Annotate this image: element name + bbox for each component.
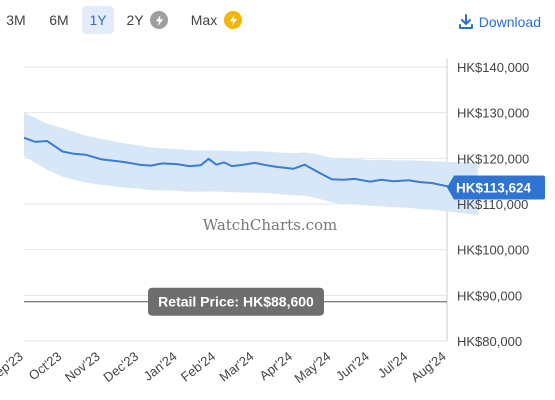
x-tick-label: Apr'24	[257, 349, 296, 384]
x-tick-label: Nov'23	[62, 349, 103, 385]
current-price-label: HK$113,624	[456, 180, 532, 195]
retail-price-label: Retail Price: HK$88,600	[158, 294, 314, 310]
download-button[interactable]: Download	[458, 11, 541, 33]
range-max-button[interactable]: Max	[190, 12, 218, 28]
range-3m-button[interactable]: 3M	[6, 12, 26, 28]
x-tick-label: Jun'24	[333, 349, 372, 384]
y-tick-label: HK$80,000	[457, 334, 522, 349]
x-tick-label: Sep'23	[0, 349, 26, 385]
x-tick-label: Mar'24	[216, 349, 256, 385]
range-toolbar: 3M 6M 1Y 2Y Max Download	[0, 4, 555, 34]
range-6m-button[interactable]: 6M	[49, 12, 69, 28]
download-label: Download	[478, 14, 541, 30]
lightning-icon	[224, 11, 242, 29]
current-price-tag	[447, 175, 545, 200]
x-tick-label: Feb'24	[178, 349, 218, 385]
watermark: WatchCharts.com	[203, 216, 338, 234]
y-tick-label: HK$100,000	[457, 243, 529, 258]
y-tick-label: HK$110,000	[457, 197, 528, 212]
y-tick-label: HK$120,000	[457, 151, 529, 166]
x-tick-label: Dec'23	[100, 349, 141, 385]
lightning-icon	[150, 11, 168, 29]
y-tick-label: HK$130,000	[457, 106, 529, 121]
x-tick-label: Oct'23	[26, 349, 65, 384]
retail-price-tag	[148, 287, 324, 316]
x-tick-label: May'24	[292, 349, 334, 386]
x-tick-label: Aug'24	[408, 349, 449, 385]
range-2y-button[interactable]: 2Y	[126, 12, 144, 28]
y-tick-label: HK$140,000	[457, 60, 529, 75]
y-tick-label: HK$90,000	[457, 288, 522, 303]
download-icon	[458, 14, 473, 29]
range-1y-button[interactable]: 1Y	[82, 6, 114, 34]
price-line	[23, 136, 478, 189]
x-tick-label: Jul'24	[375, 349, 411, 381]
x-tick-label: Jan'24	[141, 349, 180, 384]
